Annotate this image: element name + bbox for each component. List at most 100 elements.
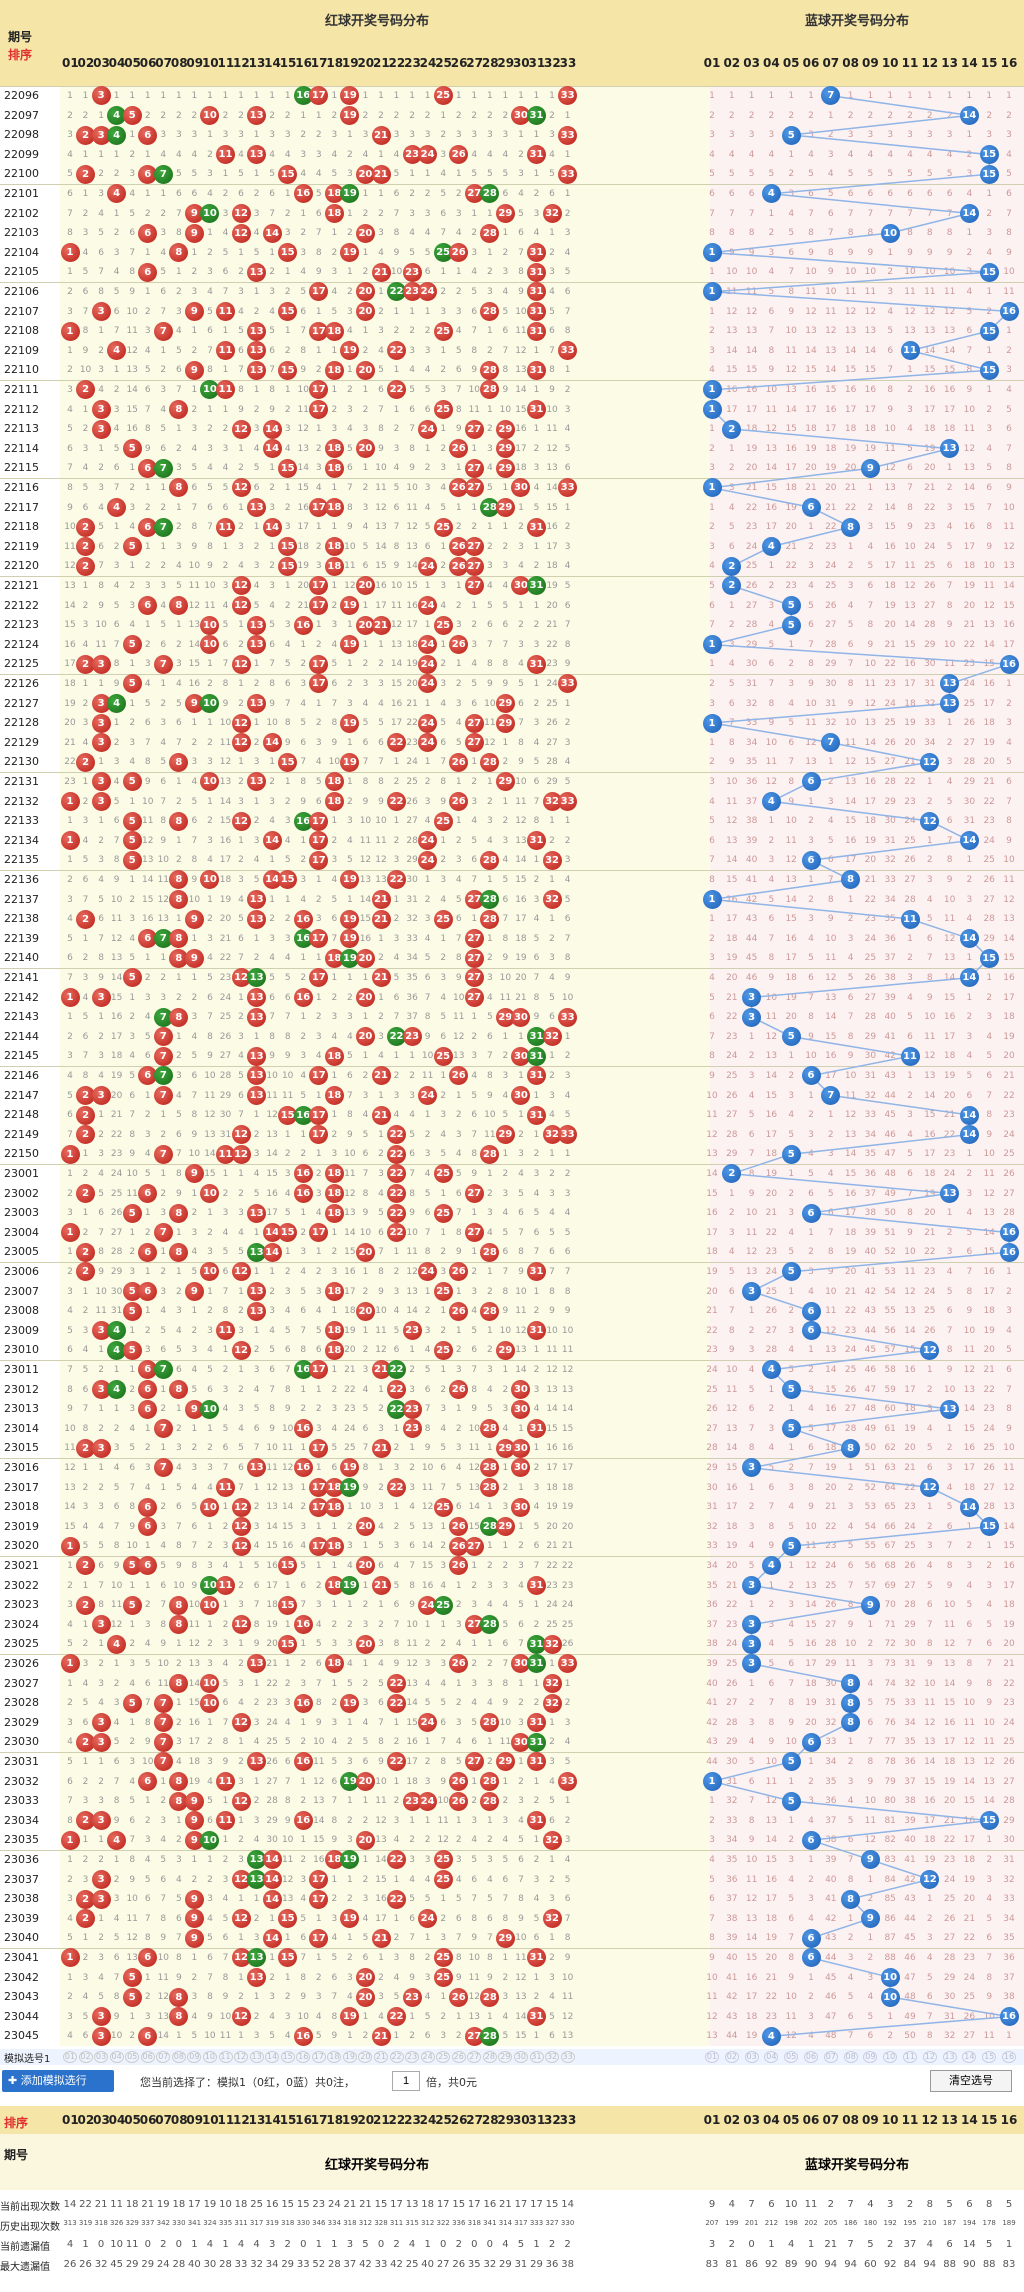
red-ball[interactable]: 12 <box>231 733 251 753</box>
red-ball[interactable]: 12 <box>231 713 251 733</box>
red-ball[interactable]: 9 <box>184 1909 204 1929</box>
red-ball[interactable]: 2 <box>76 537 96 557</box>
red-ball[interactable]: 25 <box>433 1869 453 1889</box>
red-ball[interactable]: 13 <box>247 987 267 1007</box>
blue-ball[interactable]: 5 <box>781 1791 801 1811</box>
sort-button[interactable]: 排序 <box>8 46 32 63</box>
red-ball[interactable]: 14 <box>262 1889 282 1909</box>
red-ball[interactable]: 7 <box>153 1419 173 1439</box>
red-number-header[interactable]: 06 <box>140 56 157 70</box>
red-ball[interactable]: 26 <box>449 1379 469 1399</box>
red-ball[interactable]: 25 <box>433 243 453 263</box>
red-ball[interactable]: 11 <box>216 380 235 400</box>
red-ball[interactable]: 29 <box>495 713 515 733</box>
red-ball[interactable]: 12 <box>231 478 251 498</box>
red-ball[interactable]: 11 <box>216 1811 235 1831</box>
red-ball[interactable]: 32 <box>542 850 562 870</box>
red-ball[interactable]: 21 <box>371 164 391 184</box>
red-ball[interactable]: 17 <box>309 1105 329 1125</box>
red-ball[interactable]: 14 <box>262 831 282 851</box>
red-ball[interactable]: 7 <box>153 517 173 537</box>
red-ball[interactable]: 17 <box>309 1889 329 1909</box>
red-ball[interactable]: 17 <box>309 811 329 831</box>
red-ball[interactable]: 5 <box>122 1595 142 1615</box>
red-ball[interactable]: 10 <box>200 1830 220 1850</box>
red-ball[interactable]: 18 <box>324 360 344 380</box>
red-ball[interactable]: 6 <box>138 223 158 243</box>
red-ball[interactable]: 26 <box>449 1771 469 1791</box>
red-ball[interactable]: 25 <box>433 86 453 106</box>
red-ball[interactable]: 25 <box>433 399 453 419</box>
red-ball[interactable]: 30 <box>511 1007 531 1027</box>
red-ball[interactable]: 18 <box>324 1536 344 1556</box>
red-ball[interactable]: 29 <box>495 497 515 517</box>
red-number-header[interactable]: 18 <box>326 56 343 70</box>
blue-ball[interactable]: 14 <box>959 1497 979 1517</box>
red-ball[interactable]: 13 <box>247 1301 267 1321</box>
blue-ball[interactable]: 4 <box>761 791 781 811</box>
red-ball[interactable]: 6 <box>138 1242 158 1262</box>
blue-ball[interactable]: 1 <box>702 635 722 655</box>
red-ball[interactable]: 23 <box>402 1321 422 1341</box>
red-ball[interactable]: 20 <box>355 1301 375 1321</box>
red-ball[interactable]: 23 <box>402 262 422 282</box>
red-ball[interactable]: 2 <box>76 752 96 772</box>
red-ball[interactable]: 13 <box>247 1046 267 1066</box>
red-ball[interactable]: 13 <box>247 615 267 635</box>
red-ball[interactable]: 15 <box>278 556 298 576</box>
blue-ball[interactable]: 5 <box>781 125 801 145</box>
red-ball[interactable]: 25 <box>433 1948 453 1968</box>
blue-ball[interactable]: 15 <box>979 321 999 341</box>
red-ball[interactable]: 22 <box>387 1379 407 1399</box>
red-ball[interactable]: 27 <box>464 968 484 988</box>
red-ball[interactable]: 16 <box>293 1458 313 1478</box>
blue-number-header[interactable]: 11 <box>901 56 919 70</box>
red-ball[interactable]: 31 <box>527 831 546 851</box>
red-ball[interactable]: 2 <box>76 909 96 929</box>
red-ball[interactable]: 27 <box>464 1536 484 1556</box>
red-ball[interactable]: 20 <box>355 1987 375 2007</box>
red-ball[interactable]: 4 <box>107 1379 127 1399</box>
red-ball[interactable]: 4 <box>107 1830 127 1850</box>
red-ball[interactable]: 12 <box>231 811 251 831</box>
red-ball[interactable]: 27 <box>464 1223 484 1243</box>
red-ball[interactable]: 13 <box>247 145 267 165</box>
red-ball[interactable]: 5 <box>122 439 142 459</box>
red-ball[interactable]: 12 <box>231 1497 251 1517</box>
red-ball[interactable]: 24 <box>418 556 438 576</box>
red-ball[interactable]: 31 <box>527 1321 546 1341</box>
red-ball[interactable]: 32 <box>542 1693 562 1713</box>
red-number-header[interactable]: 10 <box>202 56 219 70</box>
red-ball[interactable]: 20 <box>355 301 375 321</box>
red-ball[interactable]: 20 <box>355 1517 375 1537</box>
red-ball[interactable]: 25 <box>433 1497 453 1517</box>
red-ball[interactable]: 18 <box>324 184 344 204</box>
red-ball[interactable]: 31 <box>527 1811 546 1831</box>
blue-ball[interactable]: 3 <box>742 1634 762 1654</box>
red-ball[interactable]: 31 <box>527 243 546 263</box>
red-ball[interactable]: 13 <box>247 1203 267 1223</box>
red-ball[interactable]: 3 <box>91 772 111 792</box>
red-ball[interactable]: 21 <box>371 615 391 635</box>
red-number-header[interactable]: 02 <box>78 56 95 70</box>
red-ball[interactable]: 7 <box>153 1732 173 1752</box>
red-ball[interactable]: 10 <box>200 1399 220 1419</box>
blue-ball[interactable]: 5 <box>781 595 801 615</box>
red-ball[interactable]: 5 <box>122 1301 142 1321</box>
blue-number-header[interactable]: 10 <box>881 56 899 70</box>
red-ball[interactable]: 18 <box>324 1183 344 1203</box>
red-number-header[interactable]: 07 <box>155 56 172 70</box>
red-ball[interactable]: 1 <box>60 243 80 263</box>
blue-ball[interactable]: 9 <box>860 1595 880 1615</box>
red-ball[interactable]: 23 <box>402 1987 422 2007</box>
red-ball[interactable]: 16 <box>293 184 313 204</box>
red-ball[interactable]: 20 <box>355 360 375 380</box>
red-ball[interactable]: 8 <box>169 243 189 263</box>
red-ball[interactable]: 10 <box>200 1497 220 1517</box>
red-ball[interactable]: 24 <box>418 850 438 870</box>
blue-ball[interactable]: 4 <box>761 184 781 204</box>
red-ball[interactable]: 25 <box>433 909 453 929</box>
blue-ball[interactable]: 6 <box>801 1948 821 1968</box>
blue-ball[interactable]: 4 <box>761 537 781 557</box>
red-ball[interactable]: 3 <box>91 86 111 106</box>
